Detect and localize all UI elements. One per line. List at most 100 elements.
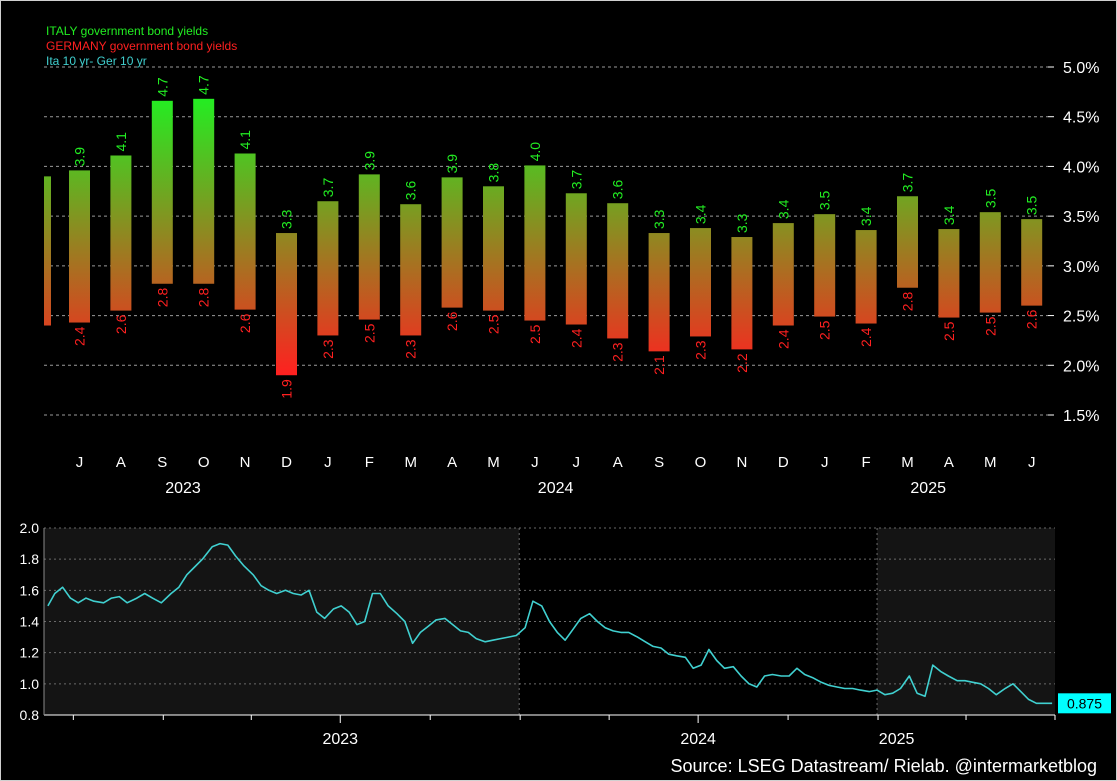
italy-label: 3.3 [279, 209, 295, 229]
yield-bar [648, 233, 670, 352]
shade-band [877, 528, 1055, 715]
month-label: A [116, 454, 126, 471]
germany-label: 2.6 [444, 311, 460, 331]
yield-bar [400, 204, 422, 336]
italy-label: 3.9 [72, 147, 88, 167]
month-label: J [531, 454, 539, 471]
month-label: A [447, 454, 457, 471]
y-tick-label: 3.5% [1063, 209, 1099, 226]
year-label: 2023 [322, 731, 358, 748]
top-gridlines [44, 66, 1054, 416]
month-label: N [240, 454, 251, 471]
italy-label: 4.1 [237, 130, 253, 150]
last-value-label: 0.875 [1067, 695, 1102, 711]
year-label: 2025 [879, 731, 915, 748]
month-label: J [1028, 454, 1036, 471]
germany-label: 2.3 [693, 340, 709, 360]
month-label: J [324, 454, 332, 471]
y-tick-label: 5.0% [1063, 60, 1099, 77]
yield-bar [69, 170, 90, 323]
germany-label: 2.5 [817, 320, 833, 340]
italy-label: 3.5 [817, 190, 833, 210]
source-credit: Source: LSEG Datastream/ Rielab. @interm… [670, 756, 1097, 776]
legend-spread: Ita 10 yr- Ger 10 yr [46, 54, 147, 68]
last-value-badge [1058, 693, 1111, 714]
month-label: S [654, 454, 664, 471]
germany-label: 2.2 [734, 353, 750, 373]
germany-label: 2.8 [196, 288, 212, 308]
italy-label: 3.8 [486, 163, 502, 183]
germany-label: 2.5 [982, 316, 998, 336]
germany-label: 2.3 [403, 339, 419, 359]
month-label: O [198, 454, 210, 471]
y-tick-label: 3.0% [1063, 259, 1099, 276]
month-label: F [862, 454, 871, 471]
yield-bar [690, 228, 711, 337]
y-tick-label: 2.0 [20, 520, 40, 536]
legend-germany: GERMANY government bond yields [46, 39, 238, 53]
yield-bar [317, 201, 339, 336]
year-label: 2024 [680, 731, 716, 748]
y-tick-label: 2.5% [1063, 309, 1099, 326]
italy-label: 3.6 [403, 181, 419, 201]
italy-label: 3.7 [900, 173, 916, 193]
bottom-axis-labels: 0.8 1.0 1.2 1.4 1.6 1.8 2.0 2023 2024 2025 0.875 [20, 520, 1111, 748]
italy-label: 4.7 [154, 77, 170, 97]
italy-label: 3.4 [858, 206, 874, 226]
top-bars [44, 98, 1043, 376]
month-label: J [821, 454, 829, 471]
legend-italy: ITALY government bond yields [46, 24, 209, 38]
yield-bar [193, 98, 215, 284]
top-value-labels: 3.9 2.4 4.1 2.6 4.7 2.8 4.7 2.8 4.1 2.6 3.3 1.9 3.7 2… [72, 75, 1040, 399]
yield-bar [483, 186, 504, 311]
year-label: 2024 [538, 480, 574, 497]
y-tick-label: 4.5% [1063, 110, 1099, 127]
yield-bar [441, 177, 463, 308]
germany-label: 2.8 [900, 292, 916, 312]
yield-bar [1021, 219, 1043, 306]
month-label: S [157, 454, 167, 471]
germany-label: 2.4 [72, 326, 88, 346]
germany-label: 2.1 [651, 355, 667, 375]
month-label: A [613, 454, 623, 471]
yield-bar [979, 212, 1001, 313]
germany-label: 2.6 [237, 313, 253, 333]
yield-bar [110, 155, 132, 311]
y-tick-label: 0.8 [20, 707, 40, 723]
italy-label: 3.9 [361, 151, 377, 171]
italy-label: 4.1 [113, 132, 129, 152]
yield-bar [565, 193, 587, 325]
y-tick-label: 1.6 [20, 582, 40, 598]
month-label: N [736, 454, 747, 471]
italy-label: 3.3 [734, 213, 750, 233]
germany-label: 2.4 [568, 328, 584, 348]
yield-range-chart: 3.9 2.4 4.1 2.6 4.7 2.8 4.7 2.8 4.1 2.6 3.3 1.9 3.7 2… [44, 60, 1100, 497]
italy-label: 3.4 [775, 199, 791, 219]
top-axis-labels: 1.5% 2.0% 2.5% 3.0% 3.5% 4.0% 4.5% 5.0% J A S O N D J F… [76, 60, 1100, 497]
italy-label: 3.4 [941, 205, 957, 225]
month-label: D [281, 454, 292, 471]
yield-bar [276, 233, 297, 376]
germany-label: 2.6 [1024, 309, 1040, 329]
month-label: M [404, 454, 417, 471]
italy-label: 3.4 [693, 204, 709, 224]
month-label: J [76, 454, 84, 471]
germany-label: 2.8 [154, 288, 170, 308]
yield-bar [524, 165, 546, 321]
spread-line-path [47, 542, 1053, 705]
italy-label: 3.3 [651, 209, 667, 229]
germany-label: 2.4 [775, 329, 791, 349]
germany-label: 2.5 [527, 324, 543, 344]
y-tick-label: 1.8 [20, 551, 40, 567]
germany-label: 2.6 [113, 314, 129, 334]
germany-label: 2.5 [486, 314, 502, 334]
italy-label: 4.0 [527, 142, 543, 162]
month-label: D [778, 454, 789, 471]
italy-label: 3.5 [1024, 195, 1040, 215]
yield-bar [607, 203, 629, 339]
italy-label: 3.9 [444, 154, 460, 174]
year-label: 2025 [910, 480, 946, 497]
italy-label: 3.6 [610, 180, 626, 200]
yield-bar [731, 237, 753, 350]
